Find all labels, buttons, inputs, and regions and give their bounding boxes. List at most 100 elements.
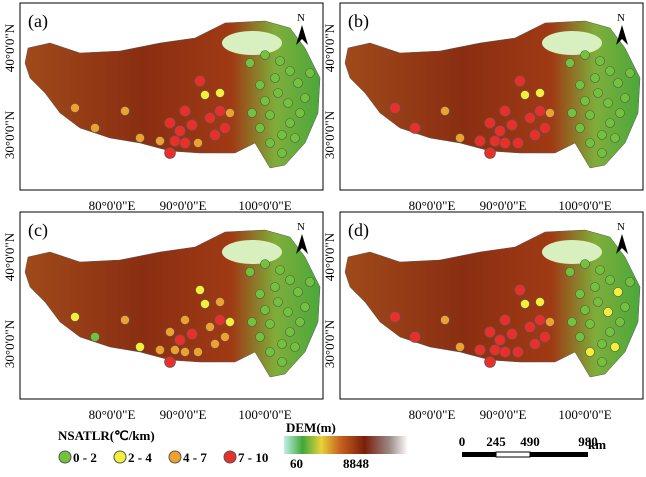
legend-marker	[223, 450, 237, 464]
station	[277, 130, 287, 140]
station	[219, 122, 231, 134]
station	[285, 118, 295, 128]
station	[409, 331, 421, 343]
x-tick-label: 90°0'0"E	[160, 198, 207, 213]
station	[186, 119, 198, 131]
station	[514, 75, 526, 87]
station	[484, 356, 496, 368]
station	[260, 305, 270, 315]
y-tick-label: 30°0'0"N	[2, 110, 17, 159]
station	[164, 117, 176, 129]
station	[295, 317, 305, 327]
y-tick-label: 30°0'0"N	[322, 319, 337, 368]
station	[597, 357, 607, 367]
station	[514, 284, 526, 296]
station	[440, 106, 450, 116]
station	[155, 345, 165, 355]
station	[305, 277, 315, 287]
station	[283, 98, 293, 108]
scale-bar	[462, 451, 588, 458]
station	[499, 105, 511, 117]
station	[535, 88, 545, 98]
dem-max: 8848	[343, 456, 370, 471]
station	[164, 356, 176, 368]
north-label: N	[297, 221, 305, 233]
station	[180, 347, 190, 357]
station	[200, 299, 210, 309]
station	[225, 108, 235, 118]
station	[474, 344, 486, 356]
station	[260, 259, 270, 269]
station	[260, 50, 270, 60]
station	[247, 317, 257, 327]
station	[520, 90, 530, 100]
legend-label: 0 - 2	[73, 450, 97, 465]
station	[293, 287, 303, 297]
station	[265, 110, 275, 120]
x-tick-label: 80°0'0"E	[409, 198, 456, 213]
station	[70, 312, 80, 322]
plateau	[24, 20, 321, 169]
station	[610, 342, 620, 352]
qaidam-basin	[222, 31, 282, 55]
station	[585, 319, 595, 329]
station	[597, 148, 607, 158]
station	[593, 88, 603, 98]
station	[590, 282, 600, 292]
station	[613, 78, 623, 88]
panel-label: (b)	[348, 11, 369, 32]
station	[499, 346, 511, 358]
station	[214, 105, 226, 117]
station	[595, 56, 605, 66]
y-tick-label: 40°0'0"N	[2, 232, 17, 281]
station	[613, 287, 623, 297]
station	[575, 80, 585, 90]
station	[200, 90, 210, 100]
station	[440, 315, 450, 325]
station	[275, 56, 285, 66]
station	[295, 108, 305, 118]
station	[255, 332, 265, 342]
dem-colorbar	[284, 436, 408, 454]
x-tick-label: 90°0'0"E	[160, 407, 207, 422]
y-tick-label: 40°0'0"N	[322, 23, 337, 72]
station	[575, 289, 585, 299]
station	[545, 108, 555, 118]
station	[534, 314, 546, 326]
station	[169, 135, 181, 147]
station	[409, 122, 421, 134]
station	[179, 137, 191, 149]
station	[605, 66, 615, 76]
qaidam-basin	[542, 240, 602, 264]
station	[90, 123, 100, 133]
station	[247, 108, 257, 118]
station	[277, 148, 287, 158]
station	[193, 138, 203, 148]
station	[565, 267, 575, 277]
panel-label: (d)	[348, 220, 369, 241]
station	[186, 328, 198, 340]
station	[597, 339, 607, 349]
north-arrow	[296, 234, 308, 254]
legend-marker	[113, 450, 127, 464]
map-panel: (c) N 80°0'0"E 90°0'0"E 100°0'0"E 40°0'0"N 30°…	[2, 211, 324, 422]
station	[255, 289, 265, 299]
scale-label: 0	[459, 434, 466, 449]
station	[170, 345, 180, 355]
station	[270, 73, 280, 83]
station	[580, 305, 590, 315]
station	[285, 327, 295, 337]
station	[275, 265, 285, 275]
station	[603, 307, 613, 317]
legend-marker	[168, 450, 182, 464]
station	[605, 118, 615, 128]
north-label: N	[617, 12, 625, 24]
station	[277, 357, 287, 367]
station	[215, 297, 225, 307]
station	[455, 133, 465, 143]
x-tick-label: 90°0'0"E	[480, 407, 527, 422]
qaidam-basin	[222, 240, 282, 264]
station	[195, 285, 205, 295]
station	[255, 80, 265, 90]
